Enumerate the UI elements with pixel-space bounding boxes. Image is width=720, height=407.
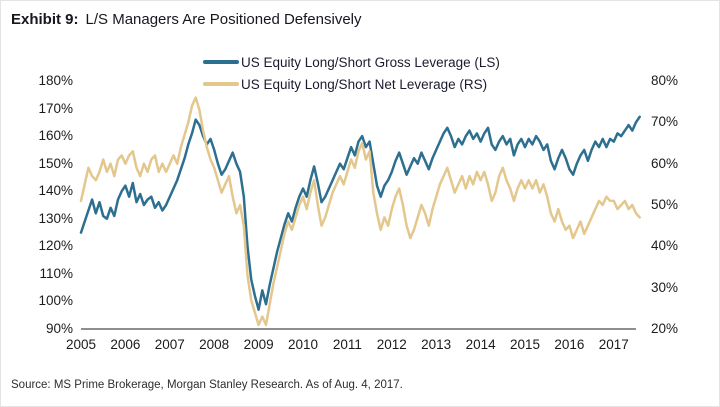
right-tick-label: 30%: [651, 279, 679, 295]
xaxis-tick-label: 2010: [287, 337, 319, 352]
xaxis-tick-label: 2005: [65, 337, 97, 352]
xaxis-tick-label: 2016: [554, 337, 585, 352]
left-tick-label: 180%: [38, 73, 73, 88]
net-leverage-line: [79, 96, 641, 327]
legend-item-net-leverage: US Equity Long/Short Net Leverage (RS): [203, 73, 500, 95]
exhibit-title-text: L/S Managers Are Positioned Defensively: [85, 11, 362, 28]
right-tick-label: 80%: [651, 73, 679, 88]
gross-leverage-line-swatch: [203, 60, 239, 64]
right-tick-label: 40%: [651, 238, 679, 254]
gross-leverage-legend-label: US Equity Long/Short Gross Leverage (LS): [241, 54, 500, 70]
chart-legend: US Equity Long/Short Gross Leverage (LS)…: [203, 51, 500, 95]
left-tick-label: 170%: [38, 100, 73, 116]
right-tick-label: 50%: [651, 197, 679, 212]
right-tick-label: 70%: [651, 114, 679, 130]
xaxis-tick-label: 2015: [509, 337, 541, 352]
xaxis-tick-label: 2017: [598, 337, 629, 352]
net-leverage-legend-label: US Equity Long/Short Net Leverage (RS): [241, 76, 488, 92]
exhibit-title: Exhibit 9: L/S Managers Are Positioned De…: [11, 11, 362, 28]
xaxis-tick-label: 2006: [110, 337, 141, 352]
xaxis-tick-label: 2013: [421, 337, 452, 352]
left-tick-label: 90%: [45, 321, 73, 336]
left-tick-label: 100%: [38, 293, 73, 309]
xaxis-tick-label: 2007: [154, 337, 185, 352]
left-tick-label: 150%: [38, 155, 73, 171]
left-tick-label: 120%: [38, 238, 73, 254]
xaxis-tick-label: 2009: [243, 337, 274, 352]
xaxis-tick-label: 2012: [376, 337, 407, 352]
right-tick-label: 60%: [651, 155, 679, 171]
left-tick-label: 110%: [39, 265, 73, 281]
legend-item-gross-leverage: US Equity Long/Short Gross Leverage (LS): [203, 51, 500, 73]
xaxis-tick-label: 2008: [199, 337, 230, 352]
gross-leverage-line: [79, 115, 641, 311]
left-tick-label: 140%: [38, 183, 73, 199]
right-tick-label: 20%: [651, 321, 679, 336]
xaxis-tick-label: 2014: [465, 337, 496, 352]
exhibit-number: Exhibit 9:: [11, 11, 79, 28]
left-tick-label: 130%: [38, 210, 73, 226]
left-tick-label: 160%: [38, 128, 73, 144]
xaxis-tick-label: 2011: [332, 337, 362, 352]
source-note: Source: MS Prime Brokerage, Morgan Stanl…: [11, 379, 403, 391]
net-leverage-line-swatch: [203, 82, 239, 86]
